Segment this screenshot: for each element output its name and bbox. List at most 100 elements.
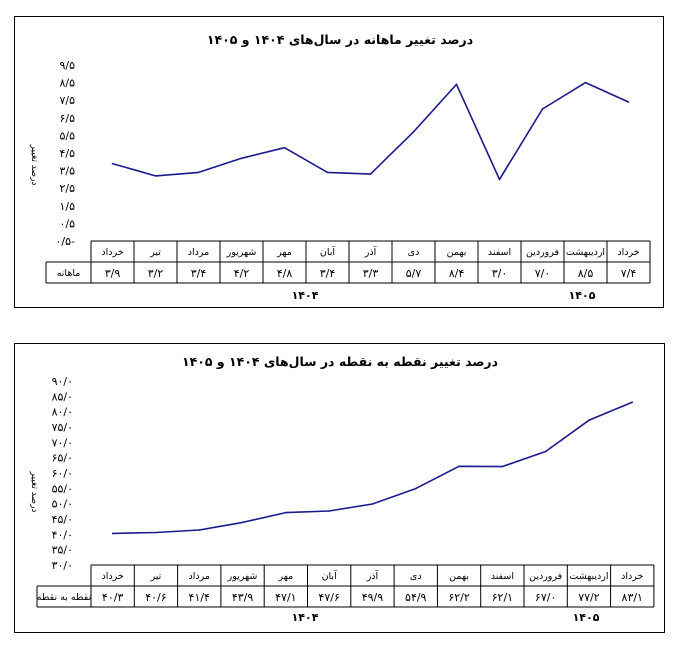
data-point (541, 108, 544, 110)
data-point (369, 173, 372, 175)
monthly-change-chart: درصد تغییر ماهانه در سال‌های ۱۴۰۴ و ۱۴۰۵… (29, 32, 651, 302)
data-label: ۴/۸ (277, 267, 293, 280)
monthly-change-chart-panel: درصد تغییر ماهانه در سال‌های ۱۴۰۴ و ۱۴۰۵… (14, 16, 664, 308)
y-tick-label: ۵/۵ (59, 129, 75, 142)
x-tick-label: آبان (320, 245, 336, 258)
data-point (371, 503, 374, 505)
x-tick-label: اسفند (491, 571, 514, 582)
y-tick-label: ۲/۵ (59, 182, 75, 195)
y-tick-label: ۴/۵ (59, 147, 75, 160)
y-tick-label: ۸۰/۰ (52, 406, 73, 419)
data-point (458, 465, 460, 468)
data-label: ۳/۹ (105, 267, 121, 280)
x-tick-label: فروردین (526, 247, 559, 258)
x-tick-label: دی (408, 247, 420, 258)
x-tick-label: فروردین (529, 571, 562, 582)
x-tick-label: تیر (150, 571, 162, 582)
y-tick-label: ۷/۵ (59, 94, 75, 107)
data-label: ۶۷/۰ (535, 591, 556, 604)
data-point (285, 511, 287, 514)
y-tick-label: ۸/۵ (59, 77, 75, 90)
data-label: ۸/۴ (449, 267, 465, 280)
year-label: ۱۴۰۴ (292, 611, 319, 624)
data-point (241, 521, 244, 524)
y-tick-label: ۸۵/۰ (52, 390, 73, 403)
data-label: ۴۷/۱ (275, 591, 296, 604)
x-tick-label: آبان (322, 569, 338, 582)
point-to-point-change-chart-panel: درصد تغییر نقطه به نقطه در سال‌های ۱۴۰۴ … (14, 343, 665, 633)
data-label: ۳/۳ (363, 267, 379, 280)
data-label: ۴۱/۴ (189, 591, 211, 604)
data-label: ۴۰/۶ (145, 591, 166, 604)
x-tick-label: خرداد (102, 571, 124, 582)
x-tick-label: بهمن (449, 571, 469, 582)
x-tick-label: آذر (364, 245, 377, 258)
x-tick-label: خرداد (621, 571, 643, 582)
x-tick-label: بهمن (447, 247, 467, 258)
y-tick-label: ۶۵/۰ (52, 452, 73, 465)
data-label: ۴۹/۹ (362, 591, 384, 604)
chart-title-point-to-point: درصد تغییر نقطه به نقطه در سال‌های ۱۴۰۴ … (182, 354, 498, 369)
x-tick-label: تیر (149, 247, 161, 258)
series-line (112, 81, 629, 181)
y-tick-label: ۷۰/۰ (52, 436, 73, 449)
data-label: ۴/۲ (234, 267, 250, 280)
data-label: ۳/۴ (320, 267, 336, 280)
y-tick-label: ۶۰/۰ (52, 467, 73, 480)
y-axis-label: درصد تغییر (29, 471, 39, 513)
y-tick-label: ۳/۵ (59, 165, 75, 178)
x-tick-label: شهریور (227, 571, 258, 582)
y-tick-label: ۰/۵ (59, 217, 75, 230)
data-point (631, 401, 634, 403)
data-point (455, 83, 458, 86)
y-tick-label: ۷۵/۰ (52, 421, 73, 434)
y-tick-label: ۶/۵ (59, 112, 75, 125)
x-tick-label: مرداد (188, 247, 209, 258)
data-label: ۶۲/۲ (448, 591, 470, 604)
data-point (111, 532, 114, 535)
data-point (627, 101, 630, 103)
data-point (501, 465, 504, 468)
data-point (414, 487, 417, 490)
data-point (240, 157, 243, 160)
chart-title-monthly: درصد تغییر ماهانه در سال‌های ۱۴۰۴ و ۱۴۰۵ (207, 32, 473, 47)
data-point (412, 131, 415, 133)
y-tick-label: ۵۵/۰ (52, 482, 73, 495)
x-tick-label: خرداد (101, 247, 123, 258)
point-to-point-change-chart: درصد تغییر نقطه به نقطه در سال‌های ۱۴۰۴ … (29, 354, 655, 624)
data-point (154, 175, 157, 177)
y-tick-label: ۹۰/۰ (52, 375, 73, 388)
data-label: ۴۷/۶ (318, 591, 339, 604)
y-tick-label: ۱/۵ (59, 200, 75, 213)
x-tick-label: اسفند (488, 247, 511, 258)
data-label: ۸/۵ (578, 267, 594, 280)
y-tick-label: ۰/۵- (56, 235, 76, 248)
y-tick-label: ۹/۵ (59, 59, 75, 72)
year-label: ۱۴۰۵ (569, 289, 596, 302)
y-tick-label: ۵۰/۰ (52, 498, 73, 511)
data-point (111, 162, 114, 165)
y-tick-label: ۳۰/۰ (52, 559, 73, 572)
data-label: ۵۴/۹ (405, 591, 427, 604)
data-point (498, 178, 501, 181)
x-tick-label: مرداد (189, 571, 210, 582)
x-tick-label: دی (410, 571, 422, 582)
data-label: ۷/۰ (535, 267, 551, 280)
data-point (155, 531, 157, 534)
y-tick-label: ۴۰/۰ (52, 528, 73, 541)
series-name-label: ماهانه (57, 268, 81, 279)
data-label: ۳/۲ (148, 267, 164, 280)
year-label: ۱۴۰۵ (573, 611, 600, 624)
data-point (326, 171, 329, 174)
x-tick-label: شهریور (226, 247, 257, 258)
y-tick-label: ۴۵/۰ (52, 513, 73, 526)
x-tick-label: خرداد (617, 247, 639, 258)
series-name-label: نقطه به نقطه (37, 592, 91, 603)
x-tick-label: اردیبهشت (566, 247, 605, 258)
y-tick-label: ۳۵/۰ (52, 544, 73, 557)
year-label: ۱۴۰۴ (292, 289, 319, 302)
x-tick-label: اردیبهشت (569, 571, 608, 582)
data-label: ۳/۰ (492, 267, 508, 280)
x-tick-label: آذر (366, 569, 379, 582)
data-label: ۴۳/۹ (232, 591, 254, 604)
